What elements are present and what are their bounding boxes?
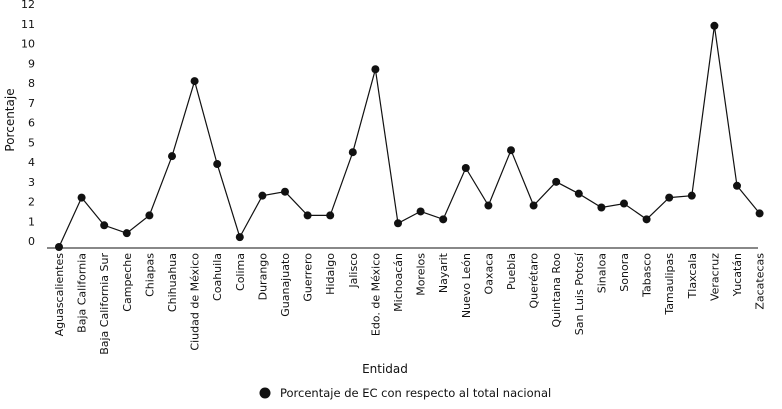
- x-tick-label: Edo. de México: [369, 253, 382, 336]
- data-point: [303, 211, 312, 220]
- y-tick-label: 2: [28, 196, 35, 209]
- legend-label: Porcentaje de EC con respecto al total n…: [280, 386, 551, 400]
- data-point: [213, 160, 222, 169]
- data-point: [687, 191, 696, 200]
- x-tick-label: Colima: [234, 253, 247, 291]
- data-point: [145, 211, 154, 220]
- data-point: [416, 207, 425, 216]
- data-point: [461, 164, 470, 172]
- y-tick-label: 5: [28, 136, 35, 149]
- data-point: [710, 21, 719, 30]
- data-point: [665, 193, 674, 202]
- x-tick-label: Guanajuato: [279, 253, 292, 317]
- x-tick-label: Tamaulipas: [663, 253, 676, 316]
- y-tick-label: 4: [28, 156, 35, 169]
- x-tick-label: Nuevo León: [460, 253, 473, 318]
- x-tick-label: Aguascalientes: [53, 253, 66, 337]
- x-tick-label: Chihuahua: [166, 253, 179, 312]
- x-tick-label: Zacatecas: [754, 253, 767, 310]
- y-tick-label: 1: [28, 215, 35, 228]
- y-tick-label: 7: [28, 97, 35, 110]
- data-point: [190, 77, 199, 86]
- x-axis-ticks: Aguascalientes Baja California Baja Califo…: [53, 252, 767, 355]
- data-point: [574, 189, 583, 198]
- x-tick-label: Querétaro: [528, 253, 541, 309]
- data-point: [77, 193, 86, 202]
- data-point: [348, 148, 357, 157]
- series-line: [58, 25, 761, 248]
- x-tick-label: Puebla: [505, 253, 518, 290]
- data-point: [507, 146, 515, 155]
- data-point: [326, 211, 335, 220]
- data-point: [394, 219, 402, 228]
- x-tick-label: Coahuila: [211, 253, 224, 301]
- x-tick-label: Guerrero: [302, 253, 315, 302]
- x-tick-label: Durango: [256, 253, 269, 301]
- x-tick-label: Oaxaca: [482, 253, 495, 294]
- data-point: [55, 243, 63, 251]
- x-tick-label: Yucatán: [731, 253, 744, 297]
- data-point: [281, 187, 289, 196]
- data-point: [552, 177, 561, 186]
- x-tick-label: Quintana Roo: [550, 253, 563, 328]
- legend-marker: [259, 387, 271, 399]
- x-tick-label: Jalisco: [347, 253, 360, 289]
- y-tick-label: 3: [28, 176, 35, 189]
- x-tick-label: Hidalgo: [324, 253, 337, 295]
- data-point: [597, 203, 606, 212]
- y-tick-label: 11: [21, 18, 35, 31]
- x-tick-label: Tabasco: [641, 253, 654, 298]
- data-point: [733, 181, 741, 190]
- x-tick-label: Chiapas: [143, 253, 156, 297]
- data-point: [371, 65, 380, 74]
- data-point: [100, 221, 109, 230]
- y-tick-label: 8: [28, 77, 35, 90]
- y-tick-label: 9: [28, 57, 35, 70]
- x-tick-label: Tlaxcala: [686, 253, 699, 299]
- data-point: [258, 191, 267, 200]
- data-point: [235, 233, 244, 242]
- x-tick-label: Baja California Sur: [98, 253, 111, 355]
- x-tick-label: Campeche: [121, 253, 134, 312]
- y-axis-title: Porcentaje: [3, 88, 17, 151]
- x-tick-label: Morelos: [415, 253, 428, 296]
- y-tick-label: 10: [21, 38, 35, 51]
- x-tick-label: Nayarit: [437, 252, 450, 293]
- x-tick-label: Michoacán: [392, 253, 405, 312]
- data-point: [755, 209, 764, 218]
- data-point: [529, 201, 538, 210]
- x-tick-label: Ciudad de México: [189, 253, 202, 351]
- data-point: [484, 201, 493, 210]
- x-tick-label: Baja California: [76, 253, 89, 333]
- x-tick-label: Sinaloa: [595, 253, 608, 293]
- series-points: [55, 21, 764, 251]
- data-point: [439, 215, 448, 224]
- x-axis-title: Entidad: [362, 362, 408, 376]
- data-point: [642, 215, 651, 224]
- y-tick-label: 6: [28, 117, 35, 130]
- x-tick-label: Veracruz: [708, 253, 721, 301]
- x-tick-label: San Luis Potosí: [573, 252, 586, 335]
- y-tick-label: 0: [28, 235, 35, 248]
- data-point: [168, 152, 176, 161]
- data-point: [122, 229, 131, 238]
- x-tick-label: Sonora: [618, 253, 631, 292]
- data-point: [620, 199, 628, 208]
- legend: Porcentaje de EC con respecto al total n…: [259, 386, 551, 400]
- y-tick-label: 12: [21, 0, 35, 11]
